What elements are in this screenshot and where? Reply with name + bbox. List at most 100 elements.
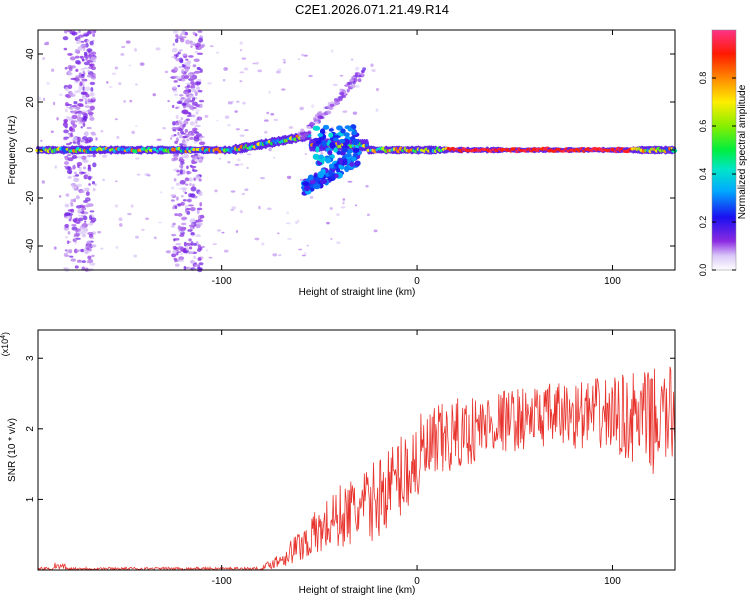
noise-speckle — [355, 66, 360, 71]
noise-speckle — [111, 72, 117, 76]
noise-speckle — [311, 104, 315, 108]
noise-speckle — [173, 80, 178, 83]
noise-speckle — [182, 187, 187, 193]
noise-speckle — [77, 217, 84, 222]
noise-speckle — [75, 249, 80, 253]
burst-cell — [328, 132, 334, 138]
noise-speckle — [170, 194, 176, 197]
noise-speckle — [177, 213, 183, 217]
snr-y-ticks: 1 2 3 — [25, 355, 675, 502]
noise-speckle — [172, 30, 179, 34]
noise-speckle — [216, 229, 222, 232]
noise-speckle — [135, 235, 140, 239]
noise-speckle — [90, 87, 94, 92]
noise-speckle — [171, 104, 175, 109]
noise-speckle — [74, 106, 81, 110]
noise-speckle — [71, 65, 76, 69]
noise-speckle — [266, 207, 272, 211]
noise-speckle — [145, 217, 150, 220]
noise-speckle — [83, 61, 90, 66]
noise-speckle — [77, 156, 83, 159]
burst-cell — [338, 138, 346, 144]
noise-speckle — [63, 47, 68, 51]
noise-speckle — [76, 205, 82, 209]
noise-speckle — [80, 248, 84, 253]
noise-speckle — [195, 234, 201, 238]
noise-speckle — [71, 185, 77, 189]
noise-speckle — [178, 187, 184, 190]
noise-speckle — [68, 91, 74, 97]
burst-cell — [347, 127, 353, 132]
noise-speckle — [185, 39, 191, 45]
snr-x-axis-label: Height of straight line (km) — [299, 585, 416, 596]
noise-speckle — [246, 166, 249, 170]
noise-speckle — [134, 48, 137, 52]
noise-speckle — [77, 38, 81, 43]
noise-speckle — [198, 37, 204, 43]
burst-cell — [322, 124, 330, 130]
noise-speckle — [179, 179, 186, 185]
noise-speckle — [176, 203, 183, 206]
colorbar-label: Normalized spectral amplitude — [737, 84, 748, 219]
noise-speckle — [198, 191, 203, 197]
spectrogram-panel: -100 0 100 -40 -20 0 20 40 Height of straight … — [7, 29, 678, 298]
noise-speckle — [56, 117, 59, 121]
noise-speckle — [90, 51, 97, 55]
noise-speckle — [85, 244, 92, 249]
noise-speckle — [190, 133, 195, 136]
noise-speckle — [339, 74, 344, 77]
noise-speckle — [332, 83, 338, 86]
snr-background — [38, 330, 675, 570]
noise-speckle — [81, 260, 86, 263]
noise-speckle — [76, 259, 82, 263]
noise-speckle — [81, 78, 87, 82]
noise-speckle — [182, 199, 187, 202]
noise-speckle — [199, 68, 203, 73]
noise-speckle — [67, 231, 71, 235]
branch-cell — [300, 128, 305, 133]
noise-speckle — [216, 119, 219, 122]
burst-cell — [352, 147, 360, 153]
noise-speckle — [196, 207, 203, 211]
noise-speckle — [198, 215, 201, 220]
noise-speckle — [190, 165, 197, 169]
noise-speckle — [181, 36, 187, 39]
noise-speckle — [241, 192, 246, 196]
noise-speckle — [72, 136, 79, 141]
noise-speckle — [86, 198, 90, 201]
noise-speckle — [190, 130, 196, 134]
noise-speckle — [207, 81, 212, 85]
noise-speckle — [198, 99, 205, 103]
noise-speckle — [100, 247, 104, 250]
branch-cell — [344, 93, 348, 96]
noise-speckle — [171, 47, 178, 53]
noise-speckle — [102, 178, 106, 182]
branch-cell — [353, 78, 358, 82]
noise-speckle — [268, 90, 271, 94]
branch-cell — [351, 156, 357, 162]
noise-speckle — [171, 233, 177, 237]
noise-speckle — [67, 70, 72, 76]
noise-speckle — [78, 34, 85, 38]
noise-speckle — [114, 66, 119, 70]
noise-speckle — [342, 110, 348, 113]
noise-speckle — [340, 206, 346, 209]
noise-speckle — [175, 106, 180, 109]
noise-speckle — [66, 154, 72, 157]
noise-speckle — [370, 63, 374, 67]
noise-speckle — [133, 254, 138, 258]
noise-speckle — [178, 57, 184, 63]
noise-speckle — [215, 51, 220, 54]
noise-speckle — [191, 159, 195, 164]
noise-speckle — [82, 166, 87, 170]
noise-speckle — [175, 242, 182, 246]
noise-speckle — [198, 178, 202, 182]
noise-speckle — [270, 113, 275, 116]
noise-speckle — [191, 101, 198, 106]
noise-speckle — [309, 195, 314, 199]
noise-speckle — [83, 33, 89, 37]
noise-speckle — [88, 203, 92, 206]
noise-speckle — [153, 236, 157, 240]
noise-speckle — [65, 193, 70, 197]
